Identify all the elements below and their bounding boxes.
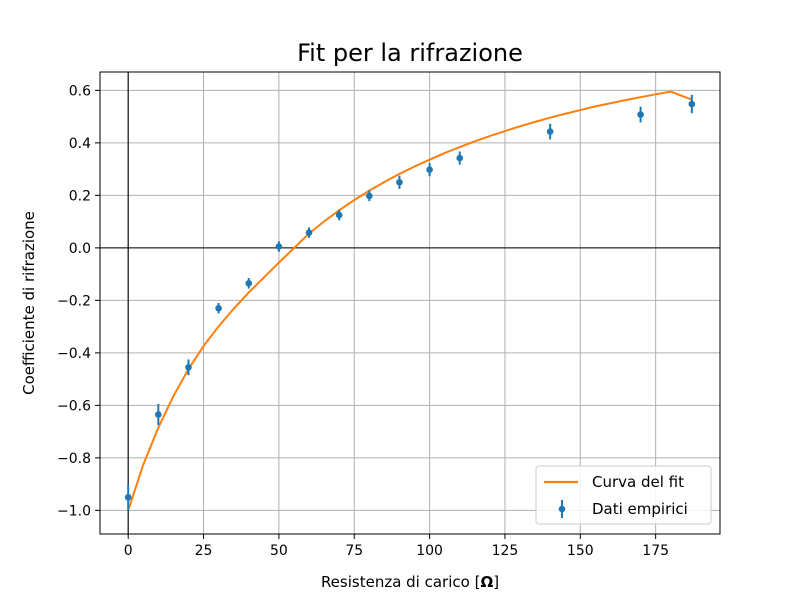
data-point [275, 243, 283, 250]
data-point [366, 192, 373, 200]
x-tick-label: 100 [416, 543, 443, 559]
y-axis-label: Coefficiente di rifrazione [20, 211, 38, 395]
data-point [637, 111, 644, 118]
data-point [215, 304, 222, 312]
data-point [155, 411, 162, 418]
x-tick-label: 150 [567, 543, 594, 559]
y-tick-label: 0.6 [69, 83, 91, 99]
x-tick-label: 0 [124, 543, 133, 559]
data-point [456, 154, 464, 162]
y-tick-label: 0.4 [69, 136, 91, 152]
axes-frame [99, 71, 721, 535]
data-point [335, 211, 343, 219]
data-point [688, 100, 696, 108]
x-tick-label: 75 [345, 543, 363, 559]
x-tick-label: 25 [195, 543, 213, 559]
data-point [245, 280, 253, 287]
data-point [124, 493, 132, 501]
x-axis-label-suffix: ] [493, 573, 499, 591]
legend-frame [535, 465, 712, 525]
y-tick-label: −0.8 [57, 451, 91, 467]
y-tick-label: −0.6 [57, 398, 91, 414]
x-tick-label: 50 [270, 543, 288, 559]
legend: Curva del fit Dati empirici [535, 465, 712, 525]
y-tick-label: −1.0 [57, 503, 91, 519]
chart-title: Fit per la rifrazione [297, 39, 523, 67]
x-axis-label-prefix: Resistenza di carico [ [321, 573, 481, 591]
x-tick-label: 125 [492, 543, 519, 559]
fit-curve [127, 90, 693, 511]
legend-data-marker-swatch [558, 505, 566, 513]
y-tick-label: −0.4 [57, 346, 91, 362]
y-tick-label: 0.0 [69, 241, 91, 257]
data-point [185, 364, 192, 371]
y-tick-label: −0.2 [57, 293, 91, 309]
x-axis-label-unit: Ω [480, 573, 493, 591]
legend-fit-label: Curva del fit [592, 473, 684, 491]
data-point [305, 229, 313, 236]
data-point [546, 128, 554, 135]
plot-area: 0 25 50 75 100 125 150 175 −1.0 −0.8 −0.6 −0.4 −0.2 0… [57, 71, 721, 559]
x-tick-label: 175 [642, 543, 669, 559]
x-axis-label: Resistenza di carico [Ω] [321, 573, 499, 591]
data-point [426, 166, 433, 173]
y-tick-label: 0.2 [69, 188, 91, 204]
data-point [396, 178, 403, 186]
legend-data-label: Dati empirici [592, 500, 688, 518]
